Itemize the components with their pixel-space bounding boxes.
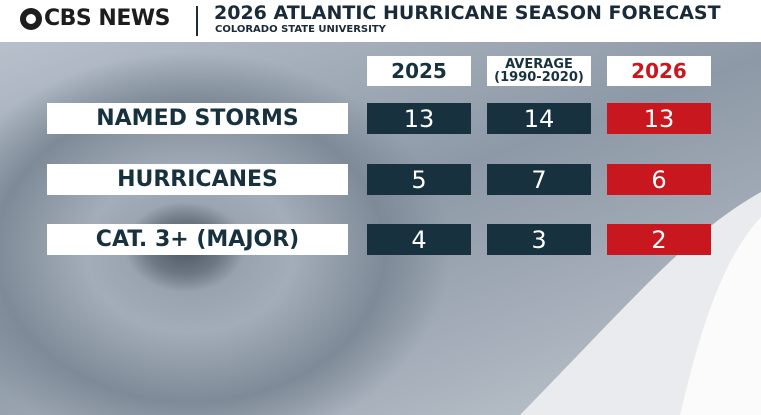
column-sublabel: (1990-2020) — [494, 70, 584, 85]
value-cell: 7 — [487, 164, 591, 195]
value-cell: 13 — [367, 103, 471, 134]
title: 2026 ATLANTIC HURRICANE SEASON FORECAST — [214, 2, 721, 24]
value-cell: 4 — [367, 224, 471, 255]
value-cell: 13 — [607, 103, 711, 134]
row-label: HURRICANES — [47, 164, 348, 195]
value-cell: 14 — [487, 103, 591, 134]
value-cell: 3 — [487, 224, 591, 255]
column-header: 2025 — [367, 56, 471, 86]
sweep-highlight — [680, 217, 761, 415]
column-header: 2026 — [607, 56, 711, 86]
subtitle: COLORADO STATE UNIVERSITY — [215, 24, 386, 35]
brand: CBS NEWS — [44, 6, 170, 31]
header: CBS NEWS 2026 ATLANTIC HURRICANE SEASON … — [0, 0, 761, 42]
value-cell: 5 — [367, 164, 471, 195]
row-label: CAT. 3+ (MAJOR) — [47, 224, 348, 255]
column-header: AVERAGE (1990-2020) — [487, 56, 591, 86]
value-cell: 2 — [607, 224, 711, 255]
value-cell: 6 — [607, 164, 711, 195]
divider — [196, 6, 198, 36]
column-label: AVERAGE — [505, 57, 573, 72]
cbs-logo — [20, 8, 42, 30]
row-label: NAMED STORMS — [47, 103, 348, 134]
